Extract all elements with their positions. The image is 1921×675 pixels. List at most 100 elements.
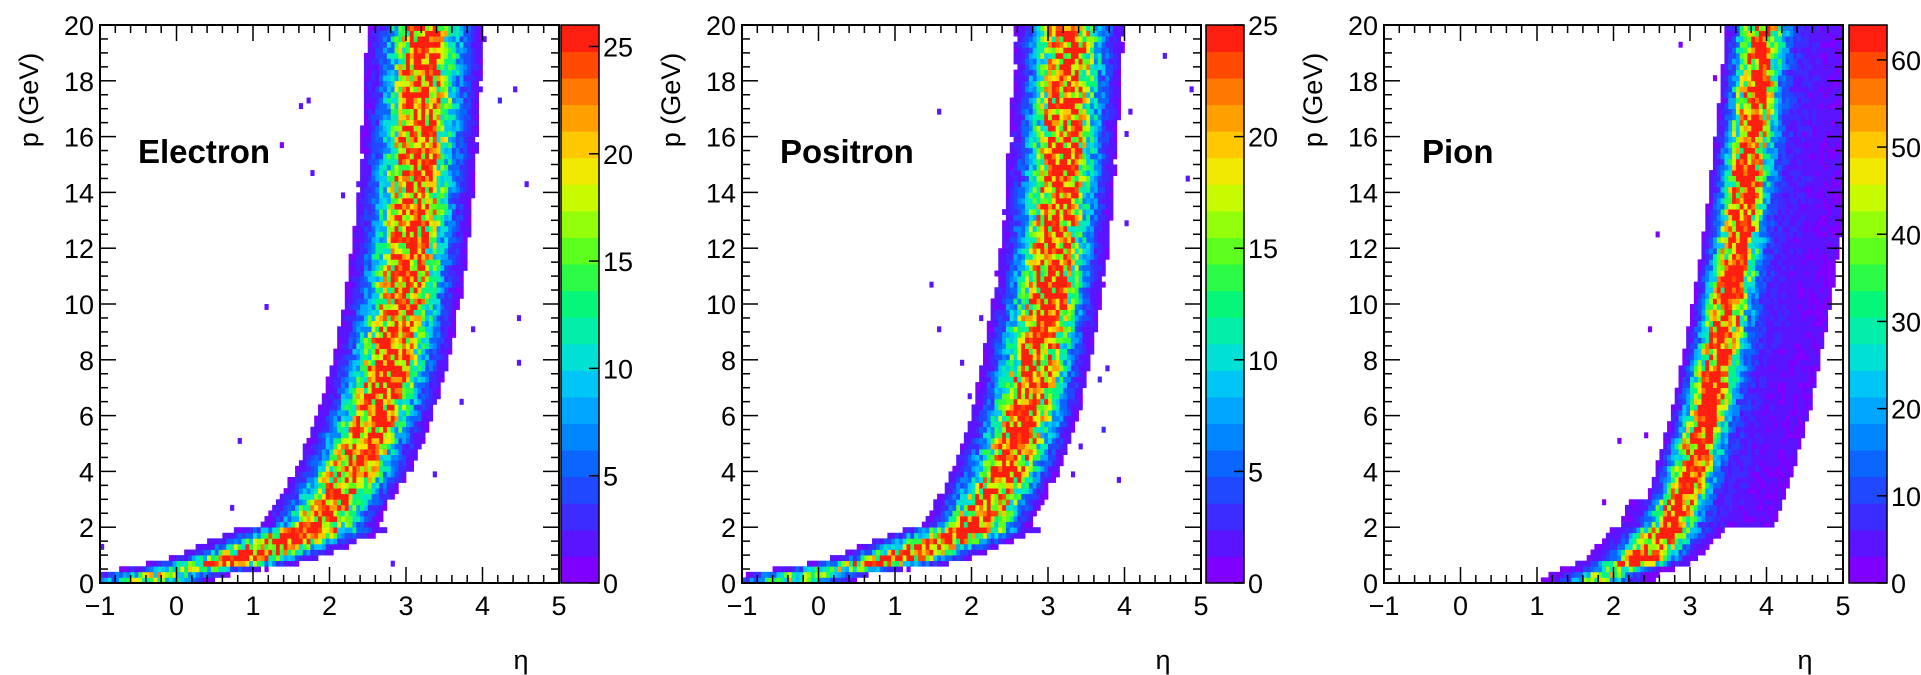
heatmap-cell [409, 86, 414, 93]
colorbar-segment [561, 476, 599, 504]
heatmap-cell [180, 560, 185, 567]
heatmap-cell [975, 532, 980, 539]
heatmap-cell [314, 549, 319, 556]
heatmap-cell [425, 52, 430, 59]
heatmap-cell [432, 64, 437, 70]
heatmap-cell [344, 432, 349, 439]
heatmap-cell [467, 214, 472, 221]
heatmap-cell [1074, 382, 1079, 389]
heatmap-cell [971, 449, 976, 456]
heatmap-cell [283, 504, 288, 511]
heatmap-cell [356, 209, 361, 216]
heatmap-cell [455, 304, 460, 310]
heatmap-cell [402, 281, 407, 288]
heatmap-cell [298, 482, 304, 489]
heatmap-cell [417, 398, 422, 405]
heatmap-cell [409, 186, 414, 193]
heatmap-cell [960, 465, 965, 472]
heatmap-cell [402, 426, 407, 433]
heatmap-cell [1002, 326, 1007, 333]
heatmap-cell [340, 516, 346, 522]
heatmap-cell [1009, 488, 1014, 495]
heatmap-cell [318, 426, 323, 433]
heatmap-cell [1036, 387, 1041, 394]
heatmap-cell [1051, 365, 1056, 372]
heatmap-cell [390, 131, 395, 137]
heatmap-cell [321, 521, 327, 528]
colorbar-tick-label: 20 [603, 140, 633, 170]
heatmap-cell [386, 410, 392, 416]
heatmap-cell [1086, 331, 1091, 338]
heatmap-cell [474, 114, 480, 121]
heatmap-cell [295, 476, 300, 483]
heatmap-cell [971, 410, 976, 416]
heatmap-cell [340, 504, 346, 511]
heatmap-cell [360, 499, 365, 506]
heatmap-cell [390, 186, 395, 193]
heatmap-cell [1013, 504, 1018, 511]
heatmap-cell [268, 510, 273, 517]
heatmap-cell [360, 315, 365, 322]
heatmap-cell [1017, 488, 1022, 495]
heatmap-cell [971, 443, 976, 450]
heatmap-cell [329, 476, 334, 483]
heatmap-cell [360, 225, 365, 232]
heatmap-cell [318, 543, 323, 550]
heatmap-cell [1059, 309, 1064, 316]
heatmap-cell [348, 287, 353, 294]
heatmap-cell [409, 253, 414, 260]
heatmap-cell [386, 292, 392, 299]
heatmap-cell [157, 560, 162, 567]
heatmap-cell [994, 320, 999, 327]
heatmap-cell [1040, 387, 1045, 394]
heatmap-cell [371, 304, 376, 310]
x-tick-label: −1 [85, 591, 116, 621]
heatmap-cell [967, 527, 972, 534]
heatmap-cell [967, 516, 972, 522]
heatmap-cell [413, 315, 418, 322]
heatmap-cell [463, 41, 468, 48]
heatmap-cell [390, 348, 395, 355]
heatmap-cell [398, 192, 403, 199]
heatmap-cell [367, 370, 372, 377]
heatmap-cell [872, 543, 877, 550]
heatmap-cell [497, 97, 502, 104]
heatmap-cell [375, 147, 380, 154]
heatmap-cell [421, 86, 426, 93]
heatmap-cell [425, 292, 430, 299]
heatmap-cell [432, 376, 437, 383]
heatmap-cell [356, 410, 361, 416]
heatmap-cell [1090, 304, 1095, 310]
heatmap-cell [1044, 359, 1049, 366]
heatmap-cell [436, 298, 441, 305]
heatmap-cell [860, 566, 865, 573]
heatmap-cell [302, 510, 307, 517]
heatmap-cell [1009, 538, 1014, 545]
heatmap-cell [394, 80, 399, 87]
heatmap-cell [1063, 292, 1068, 299]
heatmap-cell [467, 69, 472, 76]
heatmap-cell [214, 538, 219, 545]
heatmap-cell [413, 304, 418, 310]
heatmap-cell [998, 365, 1003, 372]
heatmap-cell [451, 158, 457, 165]
heatmap-cell [444, 108, 449, 115]
heatmap-cell [963, 465, 969, 472]
heatmap-cell [891, 543, 896, 550]
heatmap-cell [367, 114, 372, 121]
heatmap-cell [1005, 454, 1011, 461]
heatmap-cell [344, 510, 349, 517]
heatmap-cell [348, 276, 353, 283]
heatmap-cell [1090, 326, 1095, 333]
heatmap-cell [1063, 443, 1068, 450]
heatmap-cell [432, 309, 437, 316]
heatmap-cell [409, 382, 414, 389]
heatmap-cell [272, 510, 277, 517]
heatmap-cell [348, 398, 353, 405]
heatmap-cell [478, 25, 483, 31]
heatmap-cell [948, 504, 953, 511]
heatmap-cell [963, 482, 969, 489]
heatmap-cell [1048, 387, 1053, 394]
heatmap-cell [822, 560, 827, 567]
heatmap-cell [455, 214, 460, 221]
